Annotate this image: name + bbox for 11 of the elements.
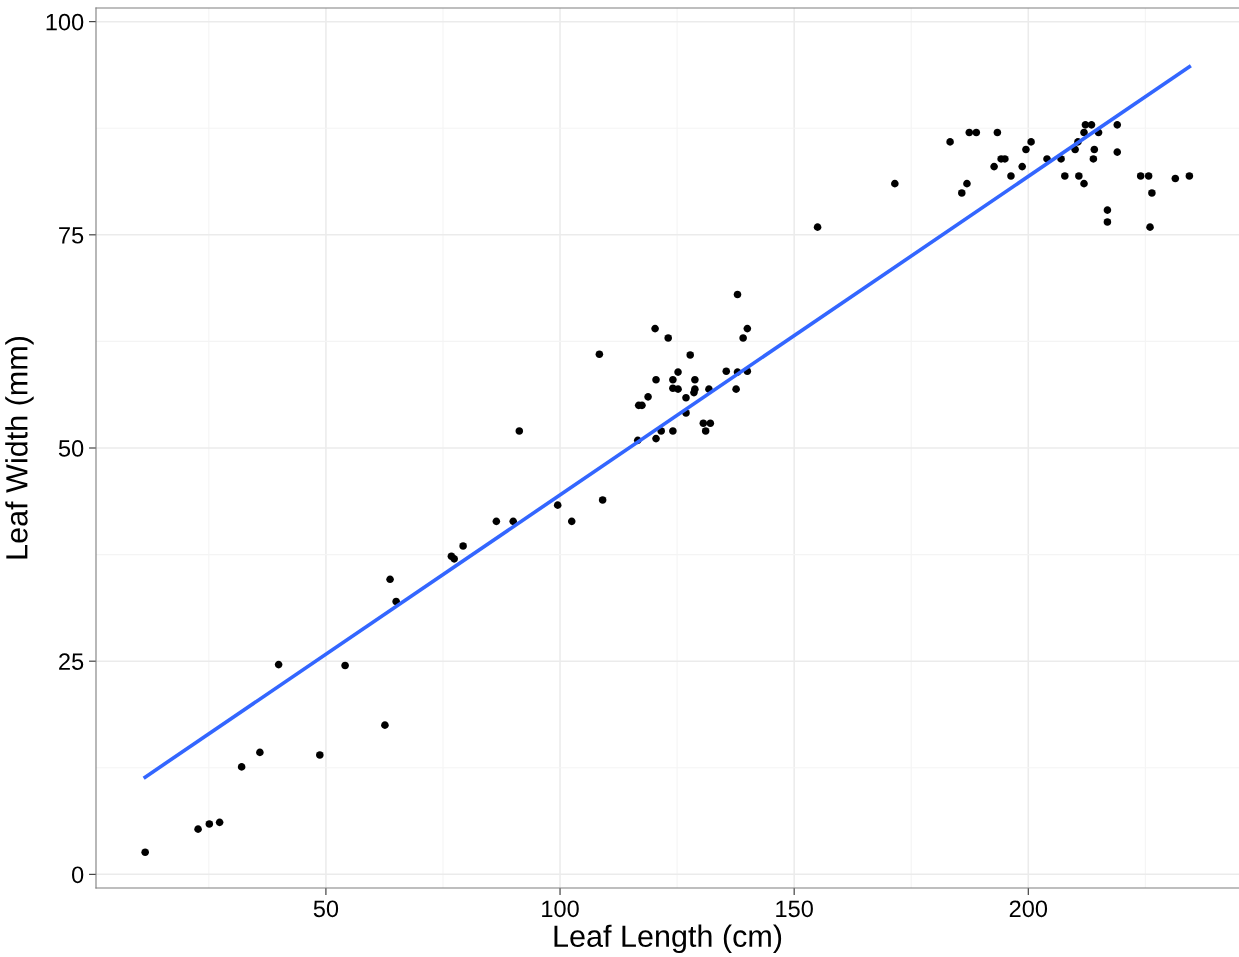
y-axis-title: Leaf Width (mm) [5, 336, 34, 559]
y-tick-label: 75 [59, 227, 84, 244]
x-tick-label: 150 [776, 900, 813, 918]
x-tick-label: 100 [542, 900, 579, 918]
y-tick-label: 100 [46, 13, 84, 31]
x-axis-title: Leaf Length (cm) [554, 924, 782, 954]
x-tick-label: 50 [313, 900, 339, 918]
y-tick-label: 0 [71, 866, 84, 884]
x-tick-label: 200 [1009, 900, 1048, 918]
y-tick-label: 50 [58, 440, 84, 457]
y-tick-label: 25 [59, 653, 84, 670]
